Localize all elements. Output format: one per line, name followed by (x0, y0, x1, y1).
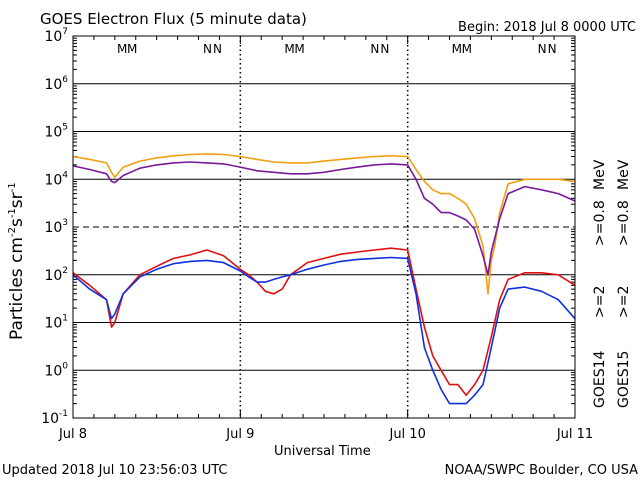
legend-goes15-08mev: >=0.8 (616, 200, 632, 246)
credit-label: NOAA/SWPC Boulder, CO USA (445, 463, 638, 478)
plot-frame (72, 35, 576, 419)
y-tick-label: 105 (44, 123, 68, 141)
legend-goes14: GOES14 (592, 350, 608, 408)
satellite-marker: N (380, 42, 389, 56)
satellite-marker: N (370, 42, 379, 56)
svg-text:GOES14: GOES14 (592, 350, 608, 408)
satellite-marker: N (203, 42, 212, 56)
y-label-base: Particles cm (7, 237, 27, 340)
x-tick-label: Jul 8 (58, 427, 87, 442)
svg-text:Particles cm-2s-1sr-1: Particles cm-2s-1sr-1 (7, 182, 27, 340)
x-tick-label: Jul 9 (225, 427, 254, 442)
x-tick-labels: Jul 8 Jul 9 Jul 10 Jul 11 (58, 427, 593, 442)
series-line (72, 256, 576, 405)
chart-title: GOES Electron Flux (5 minute data) (40, 10, 307, 28)
x-axis-label: Universal Time (274, 444, 371, 459)
satellite-marker: N (213, 42, 222, 56)
legend-unit-15: MeV (616, 159, 632, 190)
series-layer (72, 153, 576, 405)
svg-text:MeV: MeV (592, 159, 608, 190)
svg-text:>=2: >=2 (616, 286, 632, 318)
legend-unit-14: MeV (592, 159, 608, 190)
series-line (72, 247, 576, 397)
y-tick-label: 104 (44, 170, 68, 188)
satellite-marker: N (538, 42, 547, 56)
begin-time-label: Begin: 2018 Jul 8 0000 UTC (458, 20, 636, 35)
y-tick-labels: 10-1 100 101 102 103 104 105 106 107 (41, 27, 68, 427)
y-tick-label: 101 (44, 314, 68, 332)
y-tick-label: 102 (44, 266, 68, 284)
satellite-marker: M (117, 42, 127, 56)
y-tick-label: 106 (44, 75, 68, 93)
legend: GOES14 GOES15 >=2 >=2 >=0.8 >=0.8 MeV Me… (592, 159, 632, 408)
updated-timestamp: Updated 2018 Jul 10 23:56:03 UTC (2, 463, 227, 478)
legend-goes15-2mev: >=2 (616, 286, 632, 318)
satellite-marker: M (462, 42, 472, 56)
svg-text:>=2: >=2 (592, 286, 608, 318)
svg-text:>=0.8: >=0.8 (592, 200, 608, 246)
series-line (72, 161, 576, 276)
svg-text:GOES15: GOES15 (616, 351, 632, 408)
y-label-mid1: s (7, 218, 27, 227)
y-label-sup1: -2 (7, 227, 18, 237)
y-label-mid2: sr (7, 192, 27, 208)
grid-lines (73, 35, 575, 419)
x-tick-label: Jul 11 (556, 427, 593, 442)
series-line (72, 153, 576, 295)
legend-goes14-2mev: >=2 (592, 286, 608, 318)
y-tick-label: 100 (44, 361, 68, 379)
svg-text:MeV: MeV (616, 159, 632, 190)
y-label-sup3: -1 (7, 182, 18, 192)
satellite-marker: N (548, 42, 557, 56)
y-axis-label: Particles cm-2s-1sr-1 (7, 182, 27, 340)
satellite-marker: M (452, 42, 462, 56)
svg-text:>=0.8: >=0.8 (616, 200, 632, 246)
satellite-marker: M (284, 42, 294, 56)
satellite-marker: M (127, 42, 137, 56)
y-tick-label: 107 (44, 27, 68, 45)
x-tick-label: Jul 10 (388, 427, 425, 442)
satellite-marker: M (294, 42, 304, 56)
y-label-sup2: -1 (7, 208, 18, 218)
legend-goes15: GOES15 (616, 351, 632, 408)
y-tick-label: 10-1 (41, 409, 68, 427)
legend-goes14-08mev: >=0.8 (592, 200, 608, 246)
y-tick-label: 103 (44, 218, 68, 236)
